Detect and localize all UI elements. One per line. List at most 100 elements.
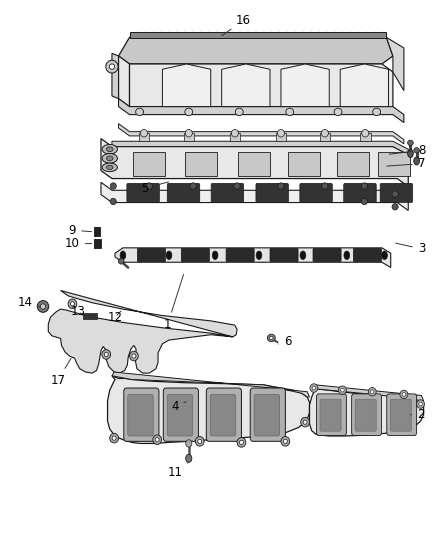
Polygon shape [185,152,217,176]
Polygon shape [112,141,407,155]
Polygon shape [339,64,388,107]
Ellipse shape [413,148,419,153]
Text: 10: 10 [65,237,92,250]
Ellipse shape [360,198,367,205]
FancyBboxPatch shape [255,183,288,203]
FancyBboxPatch shape [206,388,241,441]
Polygon shape [237,152,269,176]
Ellipse shape [102,350,110,359]
Ellipse shape [231,130,238,137]
Polygon shape [385,37,403,91]
Ellipse shape [367,387,375,396]
Text: 5: 5 [141,182,168,195]
Ellipse shape [195,437,204,446]
Polygon shape [319,133,329,141]
Polygon shape [107,376,309,443]
Ellipse shape [391,204,397,210]
Polygon shape [129,32,385,38]
Polygon shape [94,239,101,248]
Ellipse shape [255,251,261,260]
Polygon shape [101,139,407,187]
Ellipse shape [112,436,116,440]
FancyBboxPatch shape [254,394,279,436]
FancyBboxPatch shape [181,248,209,262]
Text: 3: 3 [395,243,424,255]
Ellipse shape [372,108,380,116]
Polygon shape [336,152,368,176]
Ellipse shape [300,417,309,427]
Polygon shape [275,133,286,141]
Ellipse shape [184,108,192,116]
Ellipse shape [283,439,287,443]
Text: 8: 8 [388,144,424,157]
FancyBboxPatch shape [167,183,199,203]
Ellipse shape [360,183,367,189]
Ellipse shape [285,108,293,116]
Ellipse shape [235,108,243,116]
Ellipse shape [102,144,117,154]
Ellipse shape [185,454,191,462]
Ellipse shape [106,60,118,73]
Ellipse shape [413,157,419,165]
Ellipse shape [140,130,147,137]
Ellipse shape [311,386,315,390]
FancyBboxPatch shape [163,388,198,441]
FancyBboxPatch shape [127,394,153,436]
FancyBboxPatch shape [343,183,375,203]
FancyBboxPatch shape [210,394,235,436]
Polygon shape [48,290,237,373]
Text: 4: 4 [170,400,186,413]
Ellipse shape [152,435,161,445]
Ellipse shape [381,251,387,260]
Text: 14: 14 [18,296,40,309]
Ellipse shape [212,251,217,260]
FancyBboxPatch shape [319,399,340,431]
Ellipse shape [399,390,407,399]
FancyBboxPatch shape [226,248,254,262]
FancyBboxPatch shape [167,394,192,436]
Ellipse shape [109,64,114,69]
Polygon shape [280,64,328,107]
Text: 1: 1 [163,274,183,330]
Ellipse shape [110,198,116,205]
Text: 12: 12 [107,311,122,324]
Polygon shape [378,152,410,176]
Ellipse shape [104,352,108,357]
FancyBboxPatch shape [353,248,381,262]
Polygon shape [118,99,403,123]
Polygon shape [183,133,194,141]
FancyBboxPatch shape [269,248,297,262]
Ellipse shape [110,183,116,189]
Ellipse shape [370,390,373,393]
Ellipse shape [131,354,136,358]
Ellipse shape [146,183,152,189]
Polygon shape [162,64,210,107]
Ellipse shape [185,440,191,447]
Ellipse shape [37,301,49,312]
Polygon shape [129,64,392,115]
Ellipse shape [361,130,368,137]
Polygon shape [83,313,97,319]
Polygon shape [132,152,164,176]
Polygon shape [118,124,403,144]
Ellipse shape [401,392,405,397]
Ellipse shape [129,351,138,361]
Polygon shape [359,133,370,141]
Polygon shape [115,248,390,268]
Ellipse shape [309,384,317,392]
Ellipse shape [277,130,284,137]
Ellipse shape [120,251,126,260]
Ellipse shape [406,150,412,158]
Polygon shape [112,53,118,99]
Text: 9: 9 [68,224,92,237]
Text: 13: 13 [71,305,85,318]
Polygon shape [138,133,149,141]
Polygon shape [288,152,320,176]
FancyBboxPatch shape [137,248,165,262]
Text: 2: 2 [410,408,424,421]
Ellipse shape [185,130,192,137]
FancyBboxPatch shape [127,183,159,203]
Polygon shape [118,37,392,64]
Ellipse shape [155,438,159,442]
Ellipse shape [102,163,117,172]
